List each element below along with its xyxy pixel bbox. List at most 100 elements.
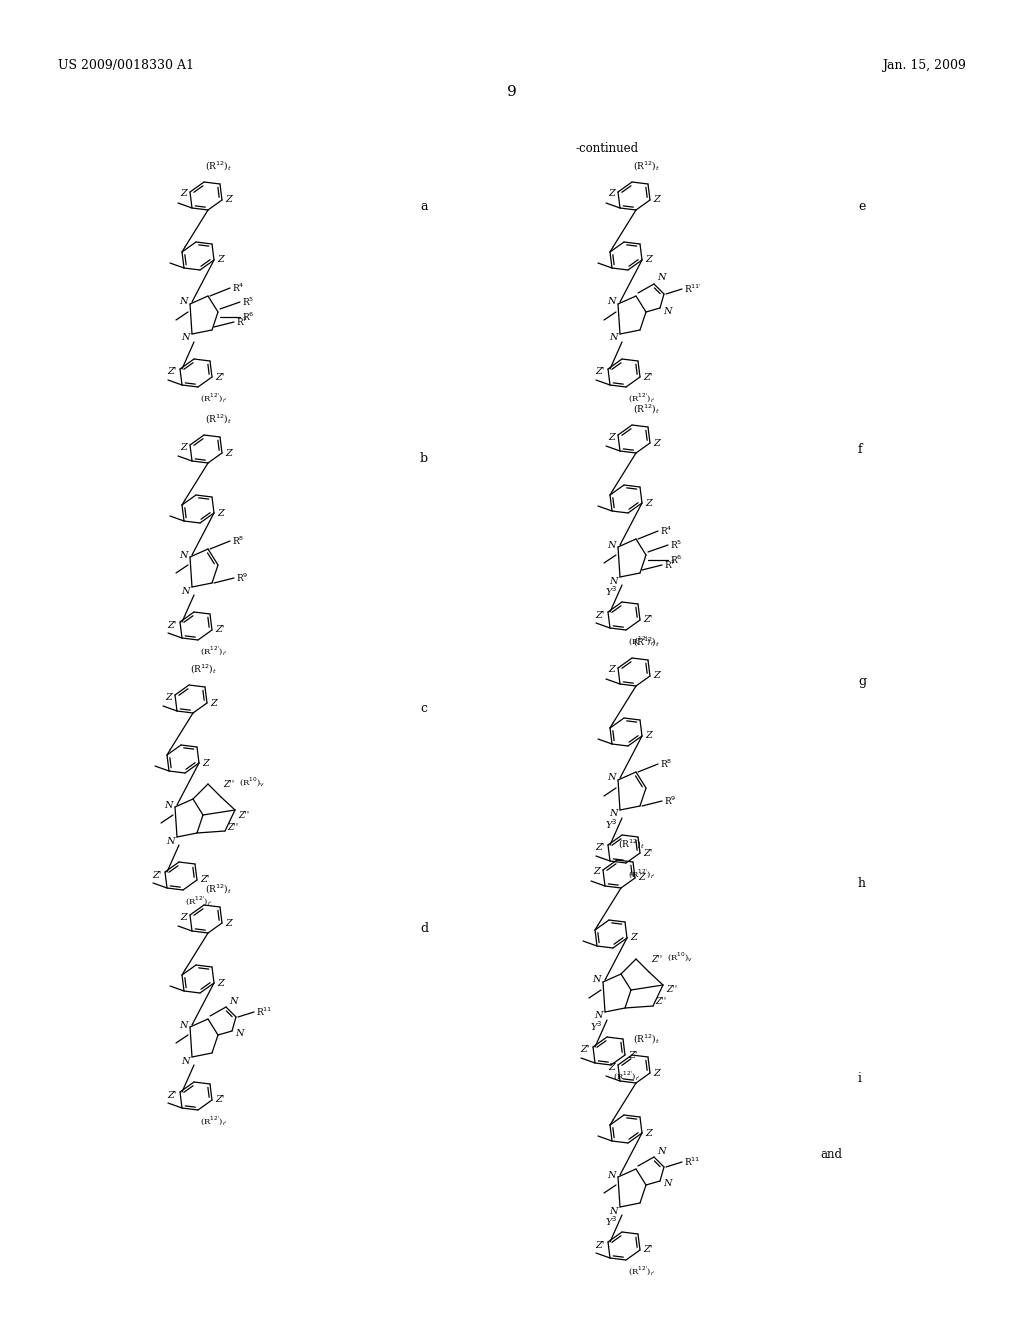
Text: N: N xyxy=(181,334,190,342)
Text: f: f xyxy=(858,444,862,455)
Text: R$^9$: R$^9$ xyxy=(236,572,249,585)
Text: Z'': Z'' xyxy=(227,822,239,832)
Text: N: N xyxy=(609,577,618,586)
Text: Z'': Z'' xyxy=(223,780,234,789)
Text: Z': Z' xyxy=(643,372,652,381)
Text: R$^{11'}$: R$^{11'}$ xyxy=(684,282,702,296)
Text: (R$^{12}$)$_t$: (R$^{12}$)$_t$ xyxy=(633,403,659,416)
Text: Z: Z xyxy=(645,731,651,741)
Text: Y$^3$: Y$^3$ xyxy=(605,1214,617,1228)
Text: R$^8$: R$^8$ xyxy=(660,758,673,770)
Text: Z: Z xyxy=(645,499,651,507)
Text: Z': Z' xyxy=(643,1246,652,1254)
Text: (R$^{12'}$)$_{r'}$: (R$^{12'}$)$_{r'}$ xyxy=(628,392,656,405)
Text: c: c xyxy=(420,702,427,715)
Text: Z': Z' xyxy=(168,1090,177,1100)
Text: Z: Z xyxy=(593,867,600,876)
Text: (R$^{12'}$)$_{r'}$: (R$^{12'}$)$_{r'}$ xyxy=(200,645,228,659)
Text: a: a xyxy=(420,201,427,213)
Text: Z': Z' xyxy=(200,875,209,884)
Text: (R$^{12'}$)$_{r'}$: (R$^{12'}$)$_{r'}$ xyxy=(628,869,656,882)
Text: (R$^{12}$)$_t$: (R$^{12}$)$_t$ xyxy=(205,883,232,896)
Text: Z': Z' xyxy=(596,1241,605,1250)
Text: (R$^{12}$)$_t$: (R$^{12}$)$_t$ xyxy=(190,663,217,676)
Text: N: N xyxy=(179,1020,188,1030)
Text: N: N xyxy=(663,306,672,315)
Text: N: N xyxy=(229,997,238,1006)
Text: (R$^{12'}$)$_{r'}$: (R$^{12'}$)$_{r'}$ xyxy=(628,1265,656,1278)
Text: (R$^{10}$)$_v$: (R$^{10}$)$_v$ xyxy=(667,950,693,964)
Text: N: N xyxy=(609,809,618,818)
Text: (R$^{12'}$)$_{r'}$: (R$^{12'}$)$_{r'}$ xyxy=(185,895,213,908)
Text: (R$^{10}$)$_v$: (R$^{10}$)$_v$ xyxy=(239,776,265,789)
Text: Z: Z xyxy=(180,190,187,198)
Text: R$^4$: R$^4$ xyxy=(660,525,673,537)
Text: R$^{11}$: R$^{11}$ xyxy=(256,1006,272,1018)
Text: N: N xyxy=(609,334,618,342)
Text: N: N xyxy=(165,800,173,809)
Text: Z: Z xyxy=(202,759,209,767)
Text: Z: Z xyxy=(217,508,224,517)
Text: i: i xyxy=(858,1072,862,1085)
Text: Z'': Z'' xyxy=(666,986,677,994)
Text: (R$^{12}$)$_t$: (R$^{12}$)$_t$ xyxy=(205,413,232,426)
Text: Z: Z xyxy=(608,665,615,675)
Text: Z: Z xyxy=(638,874,645,883)
Text: e: e xyxy=(858,201,865,213)
Text: N: N xyxy=(607,774,616,783)
Text: Z: Z xyxy=(225,195,231,205)
Text: Z: Z xyxy=(165,693,172,701)
Text: b: b xyxy=(420,451,428,465)
Text: (R$^{12}$)$_t$: (R$^{12}$)$_t$ xyxy=(618,838,645,851)
Text: Z: Z xyxy=(180,912,187,921)
Text: N: N xyxy=(167,837,175,846)
Text: Z': Z' xyxy=(215,626,224,635)
Text: d: d xyxy=(420,921,428,935)
Text: Z': Z' xyxy=(215,372,224,381)
Text: Z'': Z'' xyxy=(655,998,667,1006)
Text: h: h xyxy=(858,876,866,890)
Text: Z': Z' xyxy=(596,610,605,619)
Text: (R$^{12}$)$_t$: (R$^{12}$)$_t$ xyxy=(633,636,659,649)
Text: Z': Z' xyxy=(643,849,652,858)
Text: Z: Z xyxy=(653,438,659,447)
Text: Z'': Z'' xyxy=(238,810,249,820)
Text: N: N xyxy=(595,1011,603,1020)
Text: Z: Z xyxy=(653,1068,659,1077)
Text: R$^5$: R$^5$ xyxy=(242,296,254,308)
Text: N: N xyxy=(593,975,601,985)
Text: 9: 9 xyxy=(507,84,517,99)
Text: Jan. 15, 2009: Jan. 15, 2009 xyxy=(882,58,966,71)
Text: g: g xyxy=(858,675,866,688)
Text: Z: Z xyxy=(608,433,615,441)
Text: Y$^3$: Y$^3$ xyxy=(605,817,617,830)
Text: R$^5$: R$^5$ xyxy=(670,539,682,552)
Text: Z: Z xyxy=(608,190,615,198)
Text: Z: Z xyxy=(180,442,187,451)
Text: Y$^3$: Y$^3$ xyxy=(605,583,617,598)
Text: R$^6$: R$^6$ xyxy=(242,310,255,323)
Text: N: N xyxy=(179,297,188,306)
Text: Z: Z xyxy=(210,698,217,708)
Text: Z: Z xyxy=(217,256,224,264)
Text: (R$^{12'}$)$_{r'}$: (R$^{12'}$)$_{r'}$ xyxy=(200,392,228,405)
Text: N: N xyxy=(179,550,188,560)
Text: Z': Z' xyxy=(628,1051,637,1060)
Text: R$^{11}$: R$^{11}$ xyxy=(684,1156,700,1168)
Text: N: N xyxy=(663,1180,672,1188)
Text: (R$^{12'}$)$_{r'}$: (R$^{12'}$)$_{r'}$ xyxy=(628,635,656,648)
Text: N: N xyxy=(609,1206,618,1216)
Text: US 2009/0018330 A1: US 2009/0018330 A1 xyxy=(58,58,194,71)
Text: R$^7$: R$^7$ xyxy=(236,315,249,329)
Text: R$^7$: R$^7$ xyxy=(664,558,677,572)
Text: (R$^{12}$)$_t$: (R$^{12}$)$_t$ xyxy=(633,1032,659,1045)
Text: (R$^{12}$)$_t$: (R$^{12}$)$_t$ xyxy=(205,160,232,173)
Text: N: N xyxy=(607,540,616,549)
Text: N: N xyxy=(181,586,190,595)
Text: Z: Z xyxy=(630,933,637,942)
Text: -continued: -continued xyxy=(575,141,638,154)
Text: Z': Z' xyxy=(168,367,177,376)
Text: Z: Z xyxy=(645,1129,651,1138)
Text: Z': Z' xyxy=(215,1096,224,1105)
Text: N: N xyxy=(234,1030,244,1039)
